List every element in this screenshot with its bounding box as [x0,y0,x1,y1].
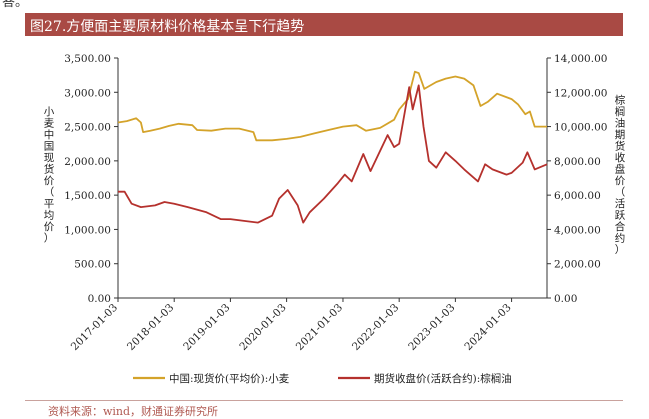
x-tick-label: 2017-01-03 [69,302,120,353]
left-tick-label: 3,000.00 [64,87,111,99]
footer-divider [25,400,623,401]
x-tick-label: 2022-01-03 [350,302,401,353]
right-tick-label: 6,000.00 [554,190,601,202]
figure-title: 图27.方便面主要原材料价格基本呈下行趋势 [30,19,305,35]
right-tick-label: 0.00 [554,293,577,305]
left-tick-label: 1,000.00 [64,224,111,236]
chart-legend: 中国:现货价(平均价):小麦 期货收盘价(活跃合约):棕榈油 [133,372,512,385]
x-tick-label: 2021-01-03 [294,302,345,353]
left-axis-title: 小麦中国现货价（平均价） [44,106,55,245]
series-palm-line [118,84,548,224]
right-tick-label: 2,000.00 [554,259,601,271]
left-tick-label: 3,500.00 [64,53,111,65]
right-tick-label: 14,000.00 [554,53,607,65]
x-tick-label: 2018-01-03 [125,302,176,353]
right-tick-label: 12,000.00 [554,87,607,99]
series-palm-group [118,84,548,224]
legend-label-palm: 期货收盘价(活跃合约):棕榈油 [374,372,512,385]
right-axis-title: 棕榈油期货收盘价（活跃合约） [615,93,626,256]
left-tick-label: 500.00 [74,259,111,271]
left-tick-label: 2,000.00 [64,156,111,168]
page-fragment-text: 答。 [2,0,29,10]
x-tick-label: 2019-01-03 [181,302,232,353]
left-tick-label: 0.00 [88,293,111,305]
left-tick-label: 2,500.00 [64,122,111,134]
source-note: 资料来源：wind，财通证券研究所 [48,405,219,418]
x-tick-label: 2020-01-03 [237,302,288,353]
right-tick-label: 10,000.00 [554,122,607,134]
right-tick-label: 4,000.00 [554,224,601,236]
x-tick-label: 2023-01-03 [406,302,457,353]
right-tick-label: 8,000.00 [554,156,601,168]
left-tick-label: 1,500.00 [64,190,111,202]
figure-title-bar: 图27.方便面主要原材料价格基本呈下行趋势 [25,13,623,36]
x-tick-label: 2024-01-03 [462,302,513,353]
legend-label-wheat: 中国:现货价(平均价):小麦 [169,372,290,385]
series-wheat-group [117,70,547,142]
series-wheat-line [117,70,547,142]
